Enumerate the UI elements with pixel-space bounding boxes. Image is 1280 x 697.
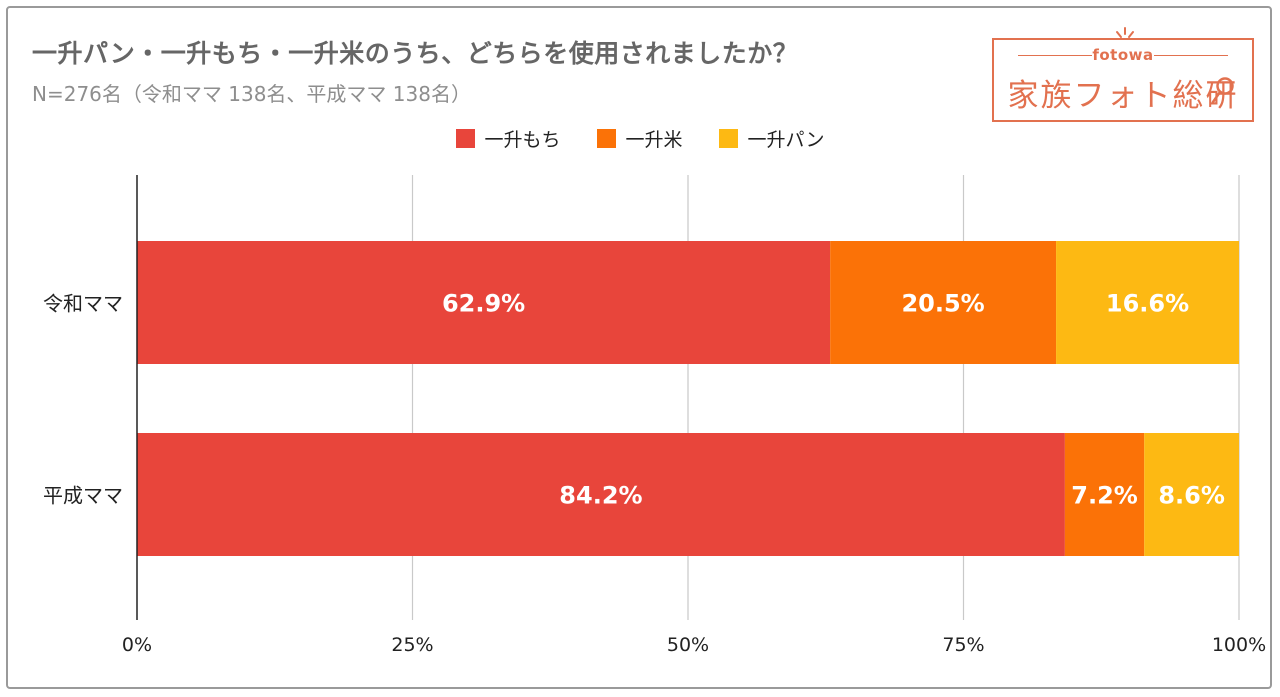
sun-icon bbox=[1116, 27, 1134, 38]
chart-legend: 一升もち 一升米 一升パン bbox=[0, 125, 1280, 152]
legend-item-pan: 一升パン bbox=[718, 125, 825, 152]
legend-swatch-mochi bbox=[455, 129, 475, 148]
brand-logo: fotowa 家族フォト総研 bbox=[992, 27, 1254, 122]
chart-title: 一升パン・一升もち・一升米のうち、どちらを使用されましたか？ bbox=[32, 39, 799, 68]
bar-label-1-2: 8.6% bbox=[1158, 482, 1225, 510]
y-category-label-1: 平成ママ bbox=[43, 484, 123, 508]
bar-label-1-0: 84.2% bbox=[559, 482, 642, 510]
legend-item-kome: 一升米 bbox=[596, 125, 683, 152]
bar-1-0 bbox=[137, 433, 1065, 556]
legend-swatch-kome bbox=[596, 129, 616, 148]
logo-rule-left bbox=[1018, 55, 1092, 56]
bar-0-1 bbox=[830, 241, 1057, 364]
y-category-label-0: 令和ママ bbox=[43, 292, 123, 316]
logo-small-text: fotowa bbox=[1092, 46, 1154, 64]
legend-item-mochi: 一升もち bbox=[455, 125, 561, 152]
logo-main-text: 家族フォト総研 bbox=[1007, 78, 1239, 114]
legend-swatch-pan bbox=[718, 129, 738, 148]
bar-label-0-2: 16.6% bbox=[1106, 290, 1189, 318]
bar-label-1-1: 7.2% bbox=[1071, 482, 1138, 510]
legend-label-pan: 一升パン bbox=[747, 129, 825, 151]
bar-1-1 bbox=[1064, 433, 1145, 556]
x-tick-label-100: 100% bbox=[1212, 634, 1266, 656]
bar-0-2 bbox=[1056, 241, 1239, 364]
chart-subtitle: N=276名（令和ママ 138名、平成ママ 138名） bbox=[32, 82, 471, 106]
bar-1-2 bbox=[1144, 433, 1239, 556]
legend-label-kome: 一升米 bbox=[625, 129, 683, 151]
legend-label-mochi: 一升もち bbox=[484, 129, 561, 151]
bar-0-0 bbox=[137, 241, 831, 364]
x-tick-label-75: 75% bbox=[942, 634, 984, 656]
bar-label-0-0: 62.9% bbox=[442, 290, 525, 318]
logo-rule-right bbox=[1154, 55, 1228, 56]
bar-label-0-1: 20.5% bbox=[901, 290, 984, 318]
x-tick-label-25: 25% bbox=[391, 634, 433, 656]
x-tick-label-0: 0% bbox=[122, 634, 152, 656]
x-tick-label-50: 50% bbox=[667, 634, 709, 656]
magnifier-icon bbox=[1211, 77, 1234, 104]
